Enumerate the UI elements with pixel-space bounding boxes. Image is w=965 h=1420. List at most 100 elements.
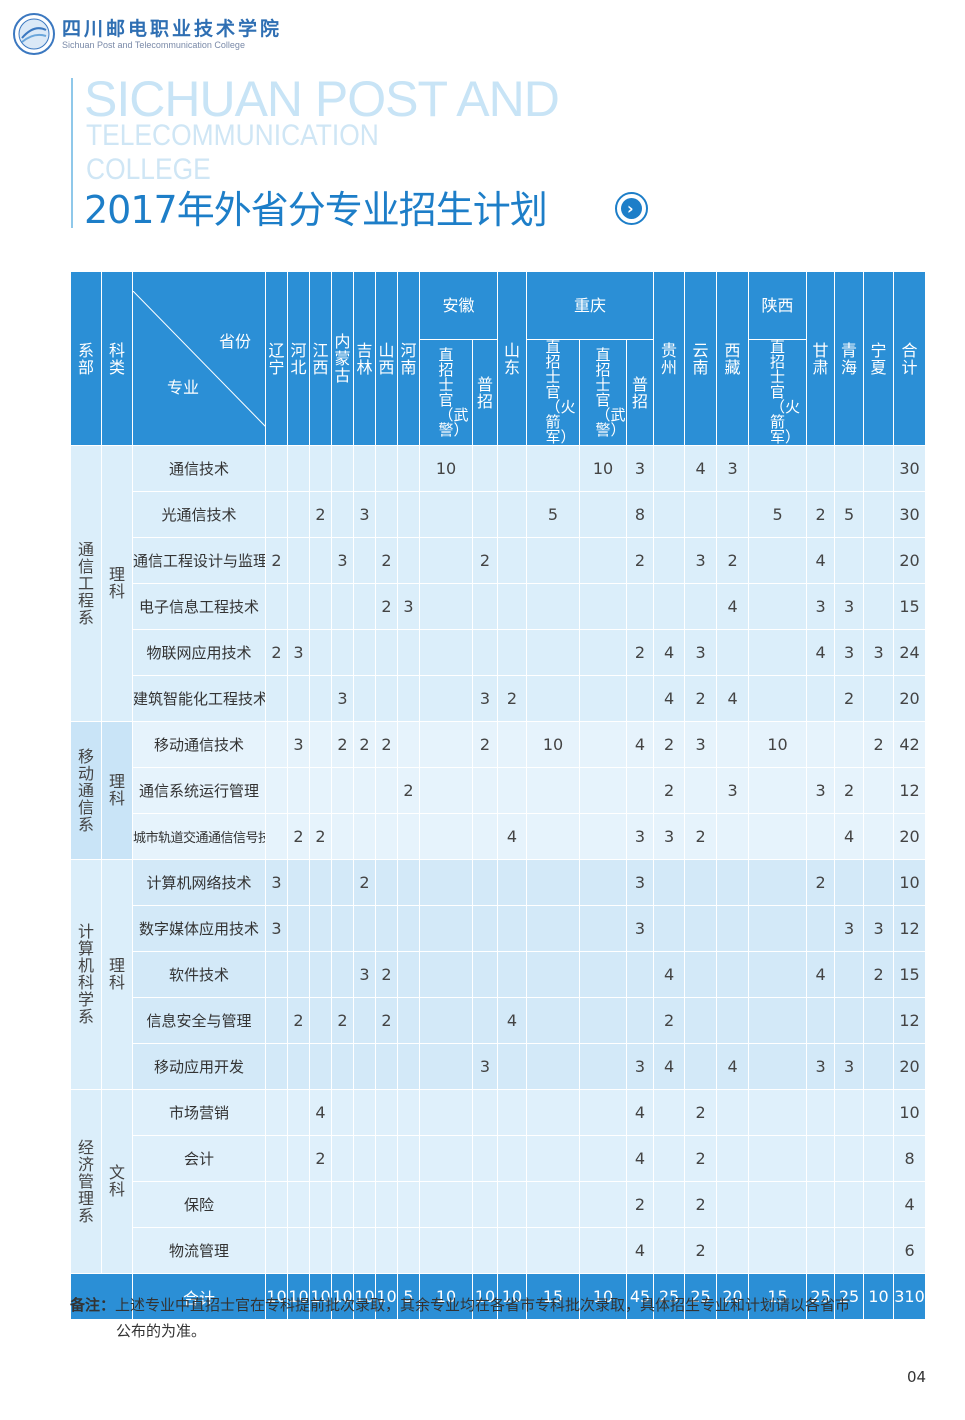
value-cell bbox=[626, 675, 655, 722]
value-cell bbox=[331, 859, 354, 906]
value-cell bbox=[863, 491, 895, 538]
value-cell bbox=[331, 1043, 354, 1090]
value-cell: 4 bbox=[497, 813, 528, 860]
value-cell bbox=[375, 675, 398, 722]
value-cell: 20 bbox=[893, 1043, 927, 1090]
corner-major-label: 专业 bbox=[167, 377, 200, 397]
value-cell bbox=[471, 1227, 499, 1274]
value-cell bbox=[419, 629, 473, 676]
value-cell bbox=[265, 491, 288, 538]
table-row: 电子信息工程技术 2 3 4 3 3 15 bbox=[71, 583, 927, 630]
value-cell: 2 bbox=[471, 721, 499, 768]
value-cell: 3 bbox=[806, 1043, 836, 1090]
corner-province-label: 省份 bbox=[218, 331, 251, 351]
value-cell bbox=[287, 537, 310, 584]
value-cell bbox=[419, 537, 473, 584]
value-cell bbox=[331, 1227, 354, 1274]
value-cell: 4 bbox=[806, 537, 836, 584]
value-cell bbox=[716, 629, 750, 676]
value-cell: 2 bbox=[684, 813, 718, 860]
value-cell bbox=[397, 491, 420, 538]
value-cell bbox=[579, 537, 628, 584]
value-cell bbox=[375, 1043, 398, 1090]
value-cell bbox=[834, 1181, 865, 1228]
value-cell: 2 bbox=[353, 721, 376, 768]
value-cell bbox=[834, 1089, 865, 1136]
value-cell bbox=[309, 905, 332, 952]
value-cell: 2 bbox=[863, 951, 895, 998]
value-cell bbox=[397, 445, 420, 492]
value-cell: 2 bbox=[684, 1227, 718, 1274]
value-cell: 4 bbox=[806, 951, 836, 998]
table-row: 通信系统运行管理 2 2 3 3 2 12 bbox=[71, 767, 927, 814]
value-cell bbox=[806, 675, 836, 722]
value-cell bbox=[716, 491, 750, 538]
major-name: 通信工程设计与监理 bbox=[132, 537, 266, 584]
value-cell bbox=[748, 1135, 808, 1182]
value-cell: 3 bbox=[684, 537, 718, 584]
value-cell: 2 bbox=[626, 629, 655, 676]
value-cell: 20 bbox=[893, 675, 927, 722]
header-gansu: 甘肃 bbox=[806, 271, 836, 446]
value-cell bbox=[626, 951, 655, 998]
value-cell bbox=[375, 1181, 398, 1228]
value-cell bbox=[863, 767, 895, 814]
value-cell bbox=[497, 905, 528, 952]
value-cell: 8 bbox=[893, 1135, 927, 1182]
value-cell: 3 bbox=[353, 951, 376, 998]
value-cell: 5 bbox=[748, 491, 808, 538]
table-row: 光通信技术 2 3 5 8 5 2 5 30 bbox=[71, 491, 927, 538]
value-cell bbox=[684, 951, 718, 998]
value-cell: 10 bbox=[419, 445, 473, 492]
value-cell bbox=[653, 1181, 686, 1228]
major-name: 光通信技术 bbox=[132, 491, 266, 538]
value-cell bbox=[526, 1135, 581, 1182]
value-cell bbox=[834, 445, 865, 492]
value-cell bbox=[353, 675, 376, 722]
value-cell bbox=[497, 1181, 528, 1228]
value-cell bbox=[653, 1227, 686, 1274]
value-cell: 4 bbox=[716, 675, 750, 722]
value-cell bbox=[579, 1227, 628, 1274]
value-cell: 10 bbox=[748, 721, 808, 768]
value-cell bbox=[331, 951, 354, 998]
value-cell bbox=[471, 1089, 499, 1136]
value-cell bbox=[526, 905, 581, 952]
value-cell bbox=[497, 491, 528, 538]
value-cell bbox=[419, 491, 473, 538]
value-cell bbox=[309, 537, 332, 584]
value-cell bbox=[684, 997, 718, 1044]
header-ningxia: 宁夏 bbox=[863, 271, 895, 446]
value-cell bbox=[497, 859, 528, 906]
value-cell bbox=[579, 675, 628, 722]
dept-cell: 经济管理系 bbox=[70, 1089, 102, 1274]
value-cell bbox=[397, 1227, 420, 1274]
value-cell bbox=[309, 629, 332, 676]
value-cell: 2 bbox=[353, 859, 376, 906]
value-cell bbox=[419, 675, 473, 722]
value-cell bbox=[748, 675, 808, 722]
title-en-line3: COLLEGE bbox=[86, 153, 211, 186]
value-cell bbox=[716, 1135, 750, 1182]
value-cell bbox=[375, 813, 398, 860]
value-cell bbox=[353, 1135, 376, 1182]
value-cell bbox=[353, 997, 376, 1044]
value-cell bbox=[684, 583, 718, 630]
value-cell: 3 bbox=[806, 583, 836, 630]
value-cell: 3 bbox=[834, 905, 865, 952]
total-value-cell: 15 bbox=[526, 1273, 581, 1320]
value-cell bbox=[287, 1089, 310, 1136]
header-cq-hjj: 直招士官（火箭军） bbox=[526, 339, 581, 446]
value-cell bbox=[748, 583, 808, 630]
value-cell: 3 bbox=[863, 629, 895, 676]
value-cell bbox=[471, 859, 499, 906]
value-cell: 2 bbox=[375, 997, 398, 1044]
value-cell bbox=[497, 1135, 528, 1182]
table-row: 物流管理 4 2 6 bbox=[71, 1227, 927, 1274]
value-cell: 2 bbox=[375, 951, 398, 998]
table-row: 物联网应用技术 2 3 2 4 3 4 3 3 24 bbox=[71, 629, 927, 676]
value-cell bbox=[716, 721, 750, 768]
value-cell bbox=[375, 859, 398, 906]
total-value-cell: 25 bbox=[684, 1273, 718, 1320]
header-shaanxi: 陕西 bbox=[748, 271, 808, 340]
